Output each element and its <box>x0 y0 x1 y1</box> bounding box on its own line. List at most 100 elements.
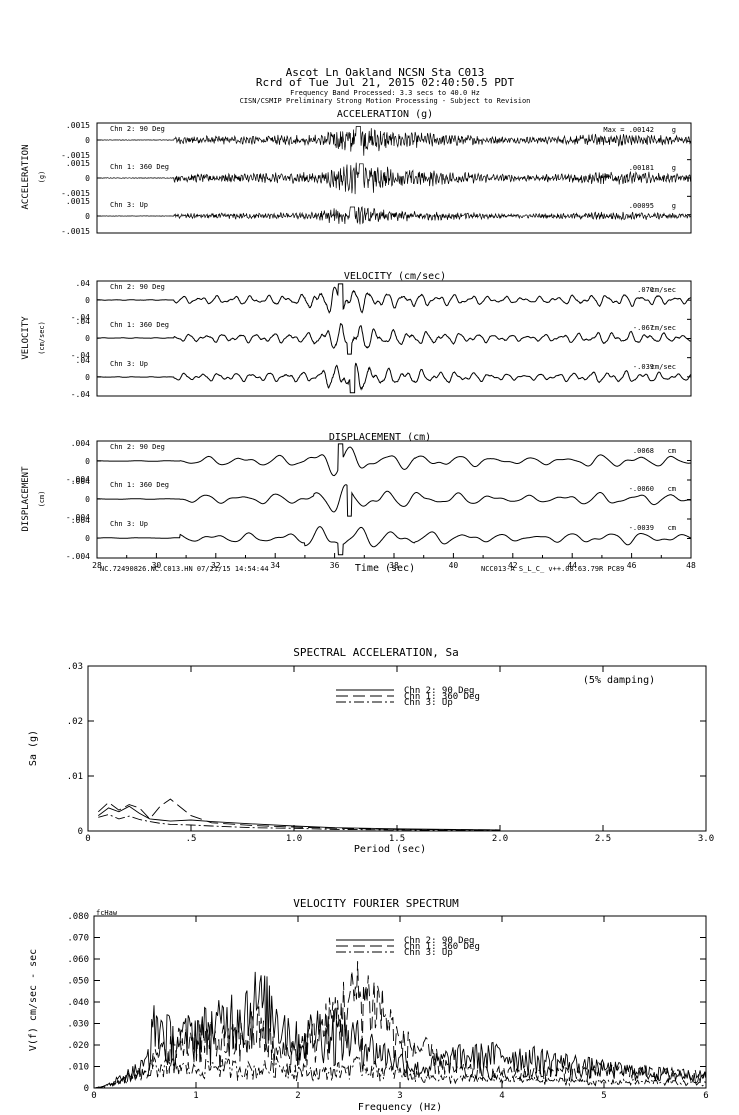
spectral-acceleration-chart: SPECTRAL ACCELERATION, Sa (5% damping) S… <box>28 646 714 855</box>
y-tick-label: .004 <box>71 516 90 525</box>
y-tick-label: .01 <box>67 772 83 782</box>
footer-right: NCC013-A S_L_C_ v++.08.63.79R PC89 <box>481 565 624 573</box>
waveform-vel <box>96 283 692 314</box>
x-tick-label: .5 <box>186 834 197 844</box>
unit-label: cm/sec <box>651 324 676 332</box>
acceleration-panel: ACCELERATION (g) ACCELERATION (g) .0015 0… <box>21 109 692 236</box>
x-tick-label: 28 <box>92 561 102 570</box>
y-tick-label: 0 <box>85 373 90 382</box>
unit-label: g <box>672 202 676 210</box>
y-tick-label: -.004 <box>66 513 90 522</box>
fs-y-axis-label: V(f) cm/sec - sec <box>28 949 39 1051</box>
header-processing-note: CISN/CSMIP Preliminary Strong Motion Pro… <box>240 97 531 105</box>
sa-y-axis-label: Sa (g) <box>28 730 39 766</box>
y-tick-label: .0015 <box>66 121 90 130</box>
y-tick-label: -.004 <box>66 475 90 484</box>
x-tick-label: 2.5 <box>595 834 611 844</box>
waveform-vel <box>96 362 692 394</box>
acceleration-unit-label: (g) <box>38 171 46 184</box>
y-tick-label: -.04 <box>71 313 90 322</box>
y-tick-label: 0 <box>85 534 90 543</box>
peak-value-label: .00095 <box>629 202 654 210</box>
waveform-disp <box>97 484 691 517</box>
y-tick-label: 0 <box>85 457 90 466</box>
x-tick-label: 0 <box>85 834 90 844</box>
x-tick-label: 2 <box>295 1091 300 1101</box>
series-line-2 <box>93 961 707 1089</box>
header-frequency-band: Frequency Band Processed: 3.3 secs to 40… <box>290 89 480 97</box>
y-tick-label: .03 <box>67 662 83 672</box>
unit-label: cm/sec <box>651 286 676 294</box>
unit-label: cm <box>668 524 676 532</box>
y-tick-label: .04 <box>76 317 91 326</box>
x-tick-label: 32 <box>211 561 221 570</box>
y-tick-label: .04 <box>76 356 91 365</box>
y-tick-label: .080 <box>67 912 89 922</box>
waveform-acc <box>96 206 692 225</box>
y-tick-label: .0015 <box>66 197 90 206</box>
x-tick-label: 1.5 <box>389 834 405 844</box>
header-station: Ascot Ln Oakland NCSN Sta C013 <box>286 66 485 79</box>
y-tick-label: -.0015 <box>61 151 90 160</box>
y-tick-label: .050 <box>67 977 89 987</box>
x-tick-label: 38 <box>389 561 399 570</box>
x-tick-label: 46 <box>627 561 637 570</box>
y-tick-label: .060 <box>67 955 89 965</box>
fs-corner-label: fcHaw <box>96 909 118 917</box>
unit-label: cm/sec <box>651 363 676 371</box>
velocity-unit-label: (cm/sec) <box>38 321 46 355</box>
legend-entry: Chn 3: Up <box>404 698 453 708</box>
panel-frame <box>96 440 692 559</box>
y-tick-label: .040 <box>67 998 89 1008</box>
header-record-time: Rcrd of Tue Jul 21, 2015 02:40:50.5 PDT <box>256 76 515 89</box>
legend-entry: Chn 2: 90 Deg <box>404 686 474 696</box>
waveform-disp <box>97 526 692 556</box>
y-tick-label: .004 <box>71 439 90 448</box>
y-tick-label: .004 <box>71 477 90 486</box>
waveform-vel <box>97 323 692 355</box>
y-tick-label: -.0015 <box>61 189 90 198</box>
x-tick-label: 1 <box>193 1091 198 1101</box>
channel-label: Chn 2: 90 Deg <box>110 283 165 291</box>
series-line-2 <box>97 798 501 831</box>
unit-label: g <box>672 164 676 172</box>
legend-entry: Chn 3: Up <box>404 948 453 958</box>
y-tick-label: -.0015 <box>61 227 90 236</box>
plot-frame <box>93 915 707 1089</box>
sa-title: SPECTRAL ACCELERATION, Sa <box>293 646 459 659</box>
displacement-side-label: DISPLACEMENT <box>21 466 31 532</box>
channel-label: Chn 3: Up <box>110 520 148 528</box>
channel-label: Chn 2: 90 Deg <box>110 125 165 133</box>
x-tick-label: 36 <box>330 561 340 570</box>
peak-value-label: .070 <box>637 286 654 294</box>
y-tick-label: -.004 <box>66 552 90 561</box>
x-tick-label: 30 <box>152 561 162 570</box>
x-tick-label: 6 <box>703 1091 708 1101</box>
time-axis: Time (sec) NC.72490826.NC.C013.HN 07/21/… <box>92 553 696 574</box>
channel-label: Chn 1: 360 Deg <box>110 481 169 489</box>
y-tick-label: .030 <box>67 1020 89 1030</box>
series-line-1 <box>98 805 501 831</box>
channel-label: Chn 1: 360 Deg <box>110 163 169 171</box>
y-tick-label: 0 <box>85 296 90 305</box>
velocity-side-label: VELOCITY <box>21 316 31 360</box>
unit-label: g <box>672 126 676 134</box>
fs-x-axis-label: Frequency (Hz) <box>358 1102 442 1113</box>
plot-frame <box>87 665 707 832</box>
waveform-acc <box>97 126 692 156</box>
y-tick-label: 0 <box>85 212 90 221</box>
x-tick-label: 3.0 <box>698 834 714 844</box>
unit-label: cm <box>668 447 676 455</box>
x-tick-label: 40 <box>449 561 459 570</box>
x-tick-label: 34 <box>270 561 280 570</box>
legend-entry: Chn 1: 360 Deg <box>404 942 480 952</box>
displacement-title: DISPLACEMENT (cm) <box>329 432 431 443</box>
x-tick-label: 42 <box>508 561 518 570</box>
series-line-3 <box>98 814 501 831</box>
x-tick-label: 5 <box>601 1091 606 1101</box>
y-tick-label: -.04 <box>71 351 90 360</box>
peak-value-label: .0068 <box>633 447 654 455</box>
legend-entry: Chn 2: 90 Deg <box>404 936 474 946</box>
channel-label: Chn 2: 90 Deg <box>110 443 165 451</box>
